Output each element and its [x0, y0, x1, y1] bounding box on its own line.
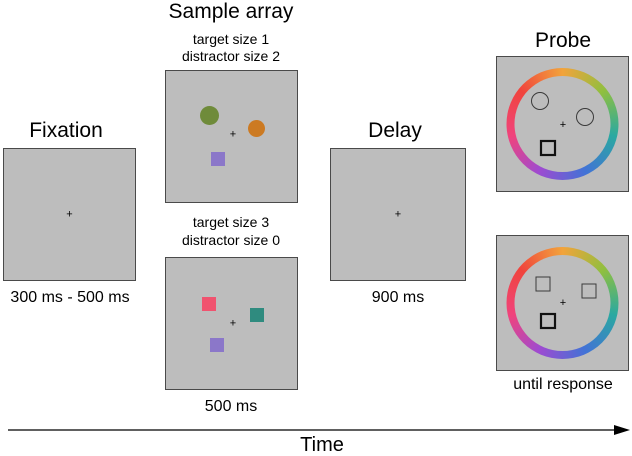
- color-wheel-ring[interactable]: [497, 57, 628, 191]
- sample-condition-1-line1: target size 1: [192, 31, 270, 47]
- sample1-fixation-cross: +: [229, 128, 237, 141]
- title-delay: Delay: [368, 119, 422, 142]
- title-sample-array: Sample array: [168, 0, 294, 23]
- duration-delay: 900 ms: [371, 289, 425, 306]
- title-probe: Probe: [534, 29, 592, 52]
- sample1-orange-circle: [248, 120, 265, 137]
- probe2-display: +: [497, 236, 628, 370]
- delay-screen: +: [330, 148, 466, 281]
- sample-condition-2-line1: target size 3: [192, 214, 270, 230]
- title-fixation: Fixation: [29, 119, 103, 142]
- sample2-teal-square: [250, 308, 264, 322]
- sample-screen-2: +: [165, 257, 298, 390]
- probe1-fixation-cross: +: [560, 119, 566, 131]
- probe2-target-square[interactable]: [539, 312, 557, 330]
- duration-fixation: 300 ms - 500 ms: [10, 289, 130, 306]
- probe-screen-2: +: [496, 235, 629, 371]
- time-axis-label: Time: [300, 434, 344, 456]
- sample1-green-circle: [200, 106, 219, 125]
- probe1-display: +: [497, 57, 628, 191]
- probe1-target-square[interactable]: [539, 139, 557, 157]
- sample2-pink-square: [202, 297, 216, 311]
- probe1-circle-right[interactable]: [576, 108, 594, 126]
- color-wheel-ring[interactable]: [497, 236, 628, 370]
- sample1-purple-square: [211, 152, 225, 166]
- probe1-circle-left[interactable]: [531, 92, 549, 110]
- sample-screen-1: +: [165, 70, 298, 203]
- time-axis-arrowhead: [614, 425, 630, 435]
- probe-screen-1: +: [496, 56, 629, 192]
- sample2-purple-square: [210, 338, 224, 352]
- duration-sample: 500 ms: [204, 398, 258, 415]
- sample-condition-1-line2: distractor size 2: [181, 48, 281, 64]
- probe2-fixation-cross: +: [560, 297, 566, 309]
- probe2-square-left[interactable]: [535, 276, 551, 292]
- sample2-fixation-cross: +: [229, 317, 237, 330]
- fixation-cross: +: [66, 208, 73, 220]
- sample-condition-2-line2: distractor size 0: [181, 232, 281, 248]
- duration-probe: until response: [513, 376, 613, 393]
- probe2-square-right[interactable]: [581, 283, 597, 299]
- fixation-screen: +: [3, 148, 136, 281]
- delay-fixation-cross: +: [394, 208, 402, 220]
